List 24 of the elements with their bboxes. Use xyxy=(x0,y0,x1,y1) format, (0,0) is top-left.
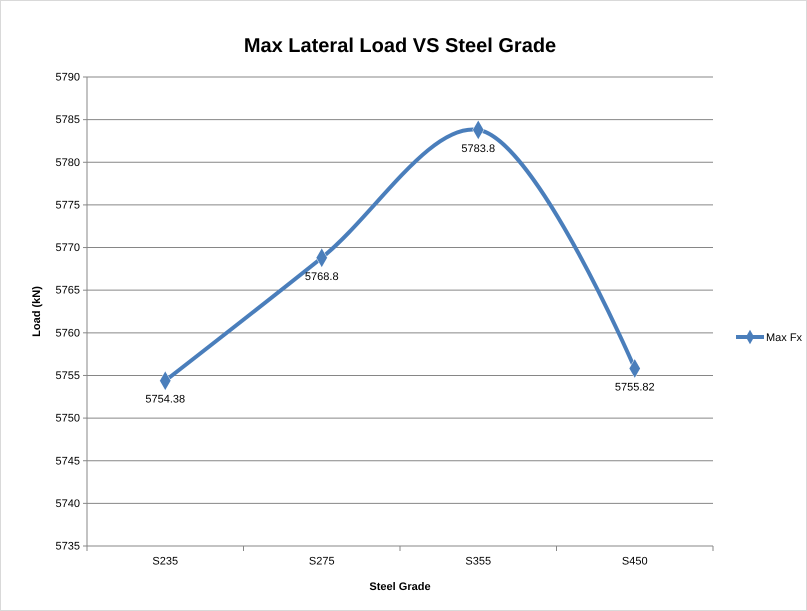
y-tick-label: 5765 xyxy=(56,284,80,297)
data-label: 5768.8 xyxy=(304,270,339,283)
y-axis-title: Load (kN) xyxy=(31,286,43,337)
y-tick-label: 5790 xyxy=(56,72,80,84)
x-tick-label: S275 xyxy=(308,555,335,568)
y-tick-label: 5740 xyxy=(56,498,80,510)
y-tick-label: 5785 xyxy=(56,114,80,126)
x-tick-label: S355 xyxy=(465,555,492,568)
y-tick-label: 5775 xyxy=(56,199,80,212)
y-tick-label: 5735 xyxy=(56,540,80,553)
x-axis-title: Steel Grade xyxy=(369,581,431,593)
data-label: 5754.38 xyxy=(145,394,186,406)
y-tick-label: 5760 xyxy=(56,327,80,340)
x-tick-label: S450 xyxy=(622,555,648,568)
y-tick-label: 5780 xyxy=(56,156,80,169)
data-label: 5783.8 xyxy=(461,142,496,155)
chart-title: Max Lateral Load VS Steel Grade xyxy=(244,35,556,57)
data-label: 5755.82 xyxy=(614,381,655,394)
y-tick-label: 5750 xyxy=(56,412,80,425)
y-tick-label: 5745 xyxy=(56,455,80,468)
x-tick-label: S235 xyxy=(152,555,178,568)
y-tick-label: 5770 xyxy=(56,242,80,254)
legend-label: Max Fx xyxy=(766,332,803,344)
y-tick-label: 5755 xyxy=(56,370,80,382)
